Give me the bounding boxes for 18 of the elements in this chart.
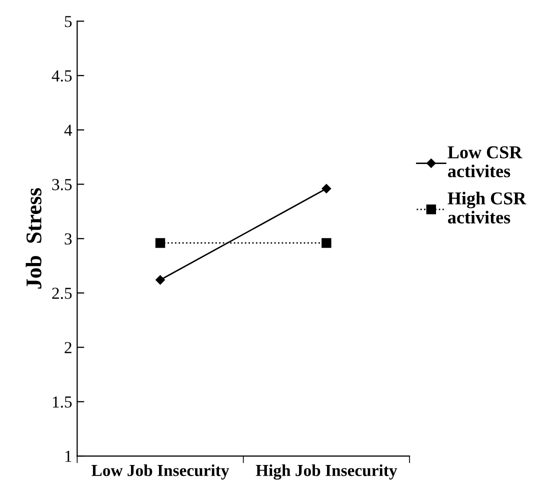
point xyxy=(156,275,165,285)
y-tick-label: 4.5 xyxy=(52,70,72,82)
y-tick-label: 2 xyxy=(64,342,72,354)
legend-label: Low CSR activites xyxy=(448,146,522,178)
y-tick-label: 1 xyxy=(65,450,72,462)
y-tick-label: 2.5 xyxy=(52,288,72,299)
point xyxy=(322,184,332,194)
y-tick-label: 1.5 xyxy=(52,396,72,408)
x-tick-label: Low Job Insecurity xyxy=(92,464,230,480)
y-tick-label: 3 xyxy=(64,233,72,245)
point xyxy=(322,238,332,248)
y-tick-label: 5 xyxy=(64,16,72,28)
y-tick-label: 3.5 xyxy=(52,179,72,190)
y-axis-title: Job Stress xyxy=(26,188,42,289)
point xyxy=(155,238,166,248)
x-tick-label: High Job Insecurity xyxy=(256,464,398,480)
y-tick-label: 4 xyxy=(64,124,72,136)
legend-label: High CSR activites xyxy=(448,192,526,224)
